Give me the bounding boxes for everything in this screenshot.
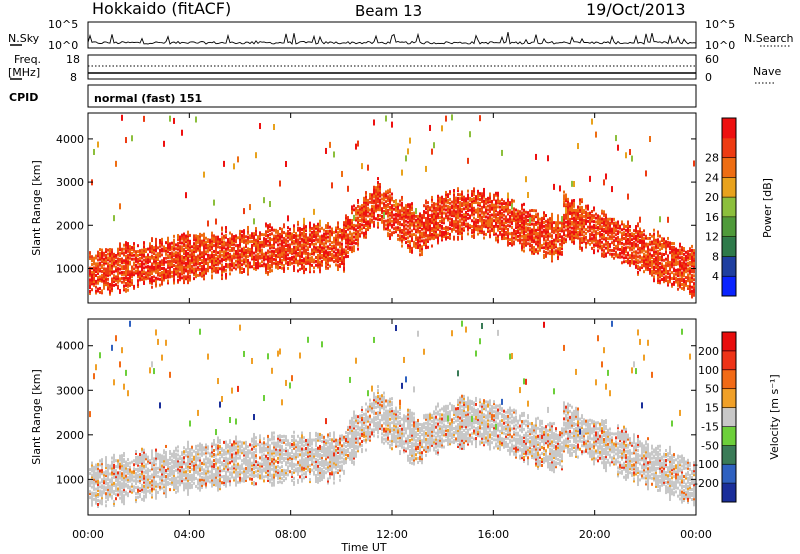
noise-right-label: N.Search (744, 32, 794, 45)
velocity-colorbar: -200 -100 -50 -15 15 50 100 200 (694, 331, 737, 503)
velocity-colorbar-tick: -100 (694, 458, 719, 471)
velocity-colorbar-tick: 200 (698, 345, 719, 358)
cpid-label: CPID (9, 91, 38, 104)
power-colorbar-segment (722, 256, 736, 277)
power-colorbar-tick: 12 (705, 231, 719, 244)
power-colorbar-label: Power [dB] (761, 178, 774, 238)
power-ytick-label: 3000 (56, 176, 84, 189)
power-colorbar-segment (722, 157, 736, 178)
power-y-axis: 1000 2000 3000 4000 (56, 133, 696, 275)
time-tick-label: 20:00 (579, 528, 611, 541)
velocity-colorbar-tick: -200 (694, 477, 719, 490)
power-colorbar-segment (722, 216, 736, 238)
date-title: 19/Oct/2013 (586, 0, 686, 19)
time-tick-label: 00:00 (680, 528, 712, 541)
velocity-colorbar-segment (722, 445, 736, 465)
noise-right-tick-bottom: 10^0 (705, 39, 735, 52)
freq-left-unit: [MHz] (8, 66, 40, 79)
velocity-colorbar-label: Velocity [m s⁻¹] (768, 374, 781, 459)
velocity-colorbar-segment (722, 350, 736, 371)
velocity-colorbar-tick: 50 (705, 383, 719, 396)
velocity-colorbar-segment (722, 407, 736, 427)
cpid-panel: CPID normal (fast) 151 (9, 84, 697, 108)
beam-title: Beam 13 (355, 2, 422, 20)
velocity-ytick-label: 4000 (56, 340, 84, 353)
power-ylabel: Slant Range [km] (30, 160, 43, 256)
power-ytick-label: 4000 (56, 133, 84, 146)
power-colorbar-segment (722, 177, 736, 198)
velocity-y-axis: 1000 2000 3000 4000 (56, 340, 696, 486)
velocity-colorbar-segment (722, 388, 736, 409)
frequency-panel: Freq. [MHz] 18 8 60 0 Nave (8, 53, 781, 84)
velocity-colorbar-segment (722, 483, 736, 503)
time-axis: 00:00 04:00 08:00 12:00 16:00 20:00 00:00 (72, 113, 712, 541)
noise-left-tick-bottom: 10^0 (48, 39, 78, 52)
freq-left-tick-bottom: 8 (70, 71, 77, 84)
power-colorbar-segment (722, 137, 736, 159)
power-ytick-label: 1000 (56, 262, 84, 275)
freq-right-tick-bottom: 0 (705, 71, 712, 84)
velocity-panel: 1000 2000 3000 4000 Slant Range [km] -200 -1… (30, 318, 781, 516)
power-colorbar-tick: 24 (705, 171, 719, 184)
freq-right-tick-top: 60 (705, 53, 719, 66)
noise-left-tick-top: 10^5 (48, 18, 78, 31)
nave-label: Nave (753, 65, 781, 78)
velocity-colorbar-tick: -15 (701, 420, 719, 433)
freq-left-tick-top: 18 (66, 53, 80, 66)
time-tick-label: 04:00 (173, 528, 205, 541)
velocity-colorbar-segment (722, 464, 736, 484)
time-tick-label: 12:00 (376, 528, 408, 541)
power-colorbar-segment (722, 118, 736, 139)
freq-left-label: Freq. (14, 53, 41, 66)
power-colorbar-tick: 20 (705, 191, 719, 204)
velocity-colorbar-tick: 100 (698, 364, 719, 377)
power-colorbar-segment (722, 236, 736, 257)
power-colorbar: 4 8 12 16 20 24 28 (705, 117, 737, 297)
power-colorbar-segment (722, 276, 736, 297)
power-colorbar-segment (722, 197, 736, 218)
velocity-ytick-label: 3000 (56, 384, 84, 397)
power-data (89, 114, 695, 299)
noise-panel: N.Sky 10^5 10^0 10^5 10^0 N.Search (8, 18, 794, 52)
power-colorbar-tick: 4 (712, 270, 719, 283)
velocity-colorbar-tick: -50 (701, 439, 719, 452)
power-colorbar-tick: 8 (712, 250, 719, 263)
velocity-data (89, 320, 695, 508)
velocity-colorbar-tick: 15 (705, 402, 719, 415)
time-axis-label: Time UT (340, 541, 386, 554)
power-ytick-label: 2000 (56, 219, 84, 232)
velocity-ytick-label: 1000 (56, 473, 84, 486)
noise-left-label: N.Sky (8, 32, 40, 45)
velocity-colorbar-segment (722, 426, 736, 446)
power-colorbar-tick: 28 (705, 152, 719, 165)
noise-trace (87, 32, 697, 45)
power-panel: 1000 2000 3000 4000 Slant Range [km] 4 8 12 16… (30, 112, 774, 304)
cpid-text: normal (fast) 151 (94, 92, 202, 105)
velocity-colorbar-segment (722, 369, 736, 390)
time-tick-label: 16:00 (477, 528, 509, 541)
time-tick-label: 08:00 (275, 528, 307, 541)
velocity-ytick-label: 2000 (56, 429, 84, 442)
time-tick-label: 00:00 (72, 528, 104, 541)
power-colorbar-tick: 16 (705, 211, 719, 224)
noise-right-tick-top: 10^5 (705, 18, 735, 31)
velocity-colorbar-segment (722, 332, 736, 352)
station-title: Hokkaido (fitACF) (92, 0, 231, 18)
velocity-ylabel: Slant Range [km] (30, 369, 43, 465)
